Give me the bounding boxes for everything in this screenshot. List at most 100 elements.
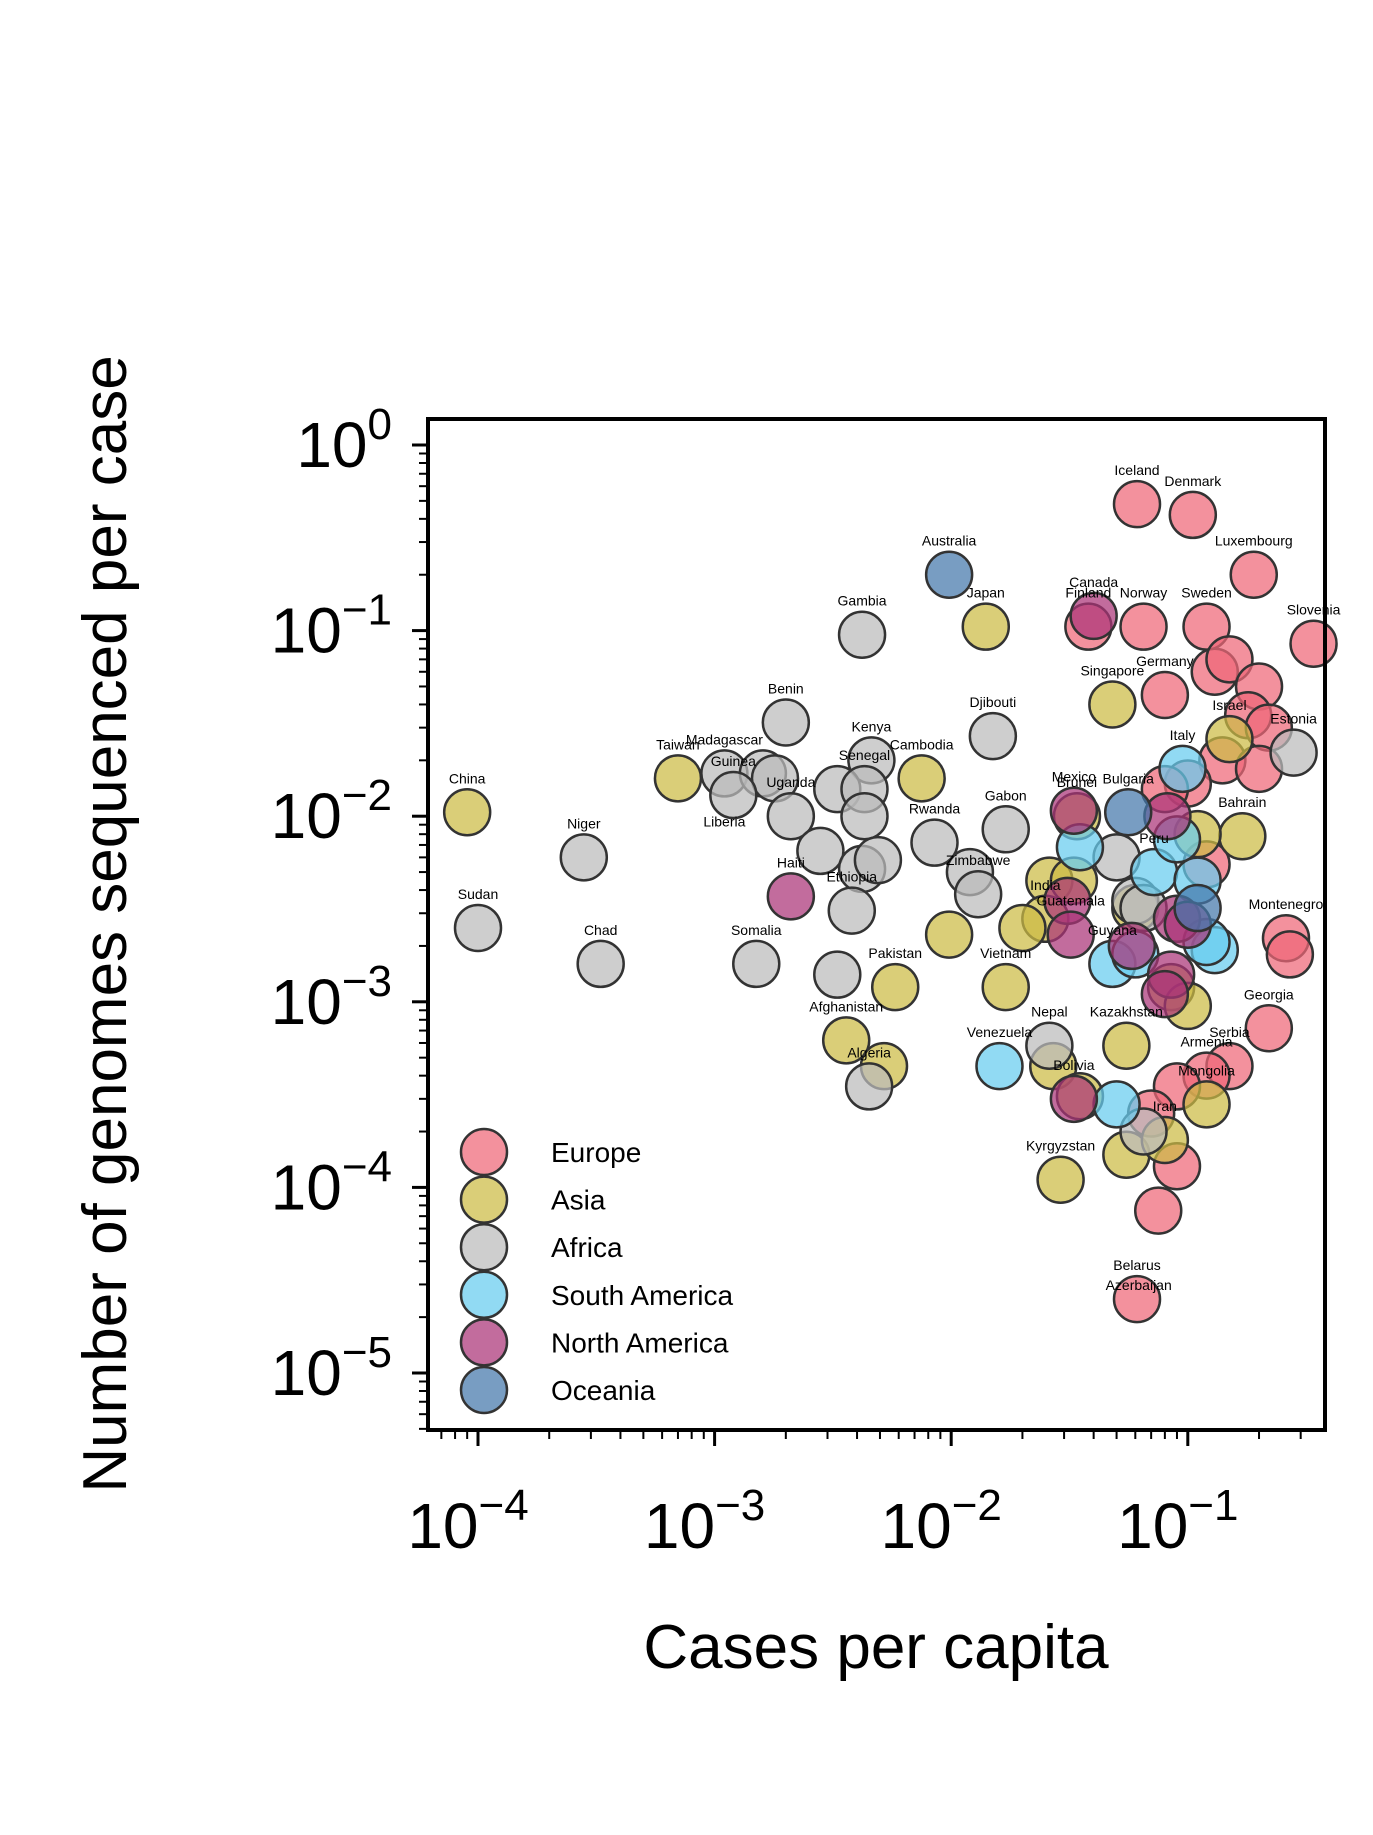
point-label: Bahrain xyxy=(1218,794,1266,810)
point-asia-2 xyxy=(961,602,1011,651)
point-oceania-1 xyxy=(1103,788,1153,837)
point-asia-23 xyxy=(1182,1080,1231,1129)
point-asia-13 xyxy=(924,910,974,959)
point-label: Kazakhstan xyxy=(1090,1004,1163,1020)
point-label: Chad xyxy=(584,922,617,938)
point-asia-16 xyxy=(821,1016,871,1065)
point-label: Madagascar xyxy=(686,731,763,747)
y-tick-label: 10−2 xyxy=(271,771,392,852)
y-tick-label: 10−4 xyxy=(271,1142,392,1223)
point-label: Guatemala xyxy=(1036,893,1105,909)
point-label: Niger xyxy=(567,815,601,831)
point-north-america-10 xyxy=(1140,969,1190,1019)
point-label: Mexico xyxy=(1052,769,1097,785)
point-label: Haiti xyxy=(777,854,805,870)
legend-label-africa: Africa xyxy=(551,1232,623,1263)
point-label: Germany xyxy=(1136,653,1194,669)
point-europe-0 xyxy=(1112,479,1162,529)
legend-label-europe: Europe xyxy=(551,1137,641,1168)
legend-marker-africa xyxy=(459,1222,509,1272)
point-africa-7 xyxy=(709,770,758,820)
y-tick-label: 100 xyxy=(296,400,392,481)
point-label: Somalia xyxy=(731,922,782,938)
point-africa-26 xyxy=(1025,1021,1074,1070)
point-asia-24 xyxy=(1036,1155,1085,1204)
point-label: Iran xyxy=(1153,1098,1177,1114)
point-africa-0 xyxy=(837,610,887,659)
point-label: Azerbaijan xyxy=(1106,1277,1172,1293)
point-label: Serbia xyxy=(1209,1024,1250,1040)
point-asia-1 xyxy=(653,754,703,803)
point-north-america-5 xyxy=(1107,921,1157,971)
point-label: Benin xyxy=(768,680,804,696)
y-tick-label: 10−5 xyxy=(271,1328,392,1409)
legend-label-asia: Asia xyxy=(551,1185,606,1216)
point-europe-7 xyxy=(1140,670,1190,720)
point-europe-19 xyxy=(1265,930,1315,979)
point-africa-24 xyxy=(813,950,862,999)
point-label: Zimbabwe xyxy=(946,852,1011,868)
point-label: Gabon xyxy=(985,787,1027,803)
point-oceania-2 xyxy=(1173,883,1222,933)
point-africa-19 xyxy=(827,886,877,935)
legend-label-south-america: South America xyxy=(551,1280,734,1311)
point-asia-12 xyxy=(998,903,1047,953)
point-label: Japan xyxy=(967,585,1005,601)
x-axis: 10−4 10−3 10−2 10−1 xyxy=(407,1430,1302,1562)
point-label: Luxembourg xyxy=(1215,533,1293,549)
point-africa-12 xyxy=(796,826,845,876)
point-label: Nepal xyxy=(1031,1004,1068,1020)
point-label: Vietnam xyxy=(980,945,1031,961)
point-north-america-4 xyxy=(1046,910,1095,959)
point-label: Slovenia xyxy=(1287,602,1341,618)
point-label: Cambodia xyxy=(890,736,954,752)
point-africa-3 xyxy=(968,711,1018,761)
legend-label-north-america: North America xyxy=(551,1327,729,1358)
point-africa-18 xyxy=(953,869,1003,919)
legend-marker-oceania xyxy=(459,1365,509,1415)
x-tick-label: 10−2 xyxy=(881,1481,1002,1562)
point-label: Taiwan xyxy=(656,736,700,752)
legend-label-oceania: Oceania xyxy=(551,1375,656,1406)
y-tick-label: 10−3 xyxy=(271,957,392,1038)
point-north-america-11 xyxy=(1049,1074,1099,1124)
y-tick-label: 10−1 xyxy=(271,586,392,667)
point-label: Guyana xyxy=(1088,922,1137,938)
point-oceania-0 xyxy=(924,550,974,599)
point-label: China xyxy=(449,770,486,786)
points-layer xyxy=(442,479,1338,1324)
point-africa-14 xyxy=(853,835,903,885)
point-africa-31 xyxy=(1269,728,1318,777)
point-label: Italy xyxy=(1170,727,1196,743)
point-south-america-9 xyxy=(1092,1080,1141,1129)
point-north-america-1 xyxy=(766,872,816,921)
point-label: Sweden xyxy=(1181,585,1232,601)
point-label: Pakistan xyxy=(868,945,922,961)
point-label: Bolivia xyxy=(1053,1057,1094,1073)
point-label: Venezuela xyxy=(967,1024,1033,1040)
point-africa-22 xyxy=(732,939,781,989)
point-label: Norway xyxy=(1120,585,1167,601)
legend-marker-asia xyxy=(459,1175,509,1224)
point-label: India xyxy=(1030,877,1061,893)
point-labels-layer: Iceland Denmark Luxembourg Sweden Finland Nor… xyxy=(449,462,1341,1293)
legend-marker-north-america xyxy=(459,1318,509,1367)
point-label: Estonia xyxy=(1270,711,1317,727)
point-label: Sudan xyxy=(458,886,498,902)
point-europe-26 xyxy=(1133,1186,1183,1235)
point-label: Gambia xyxy=(838,593,887,609)
point-asia-15 xyxy=(870,962,920,1012)
legend-marker-south-america xyxy=(459,1270,509,1320)
point-label: Rwanda xyxy=(909,801,961,817)
point-label: Brunei xyxy=(1057,774,1097,790)
point-europe-5 xyxy=(1119,602,1168,651)
plot-frame xyxy=(426,417,1327,1432)
point-label: Senegal xyxy=(839,747,890,763)
point-label: Denmark xyxy=(1164,473,1222,489)
point-africa-8 xyxy=(766,791,816,841)
point-label: Algeria xyxy=(847,1044,891,1060)
point-africa-15 xyxy=(910,818,959,867)
point-north-america-2 xyxy=(1049,786,1099,835)
point-label: Georgia xyxy=(1244,986,1294,1002)
